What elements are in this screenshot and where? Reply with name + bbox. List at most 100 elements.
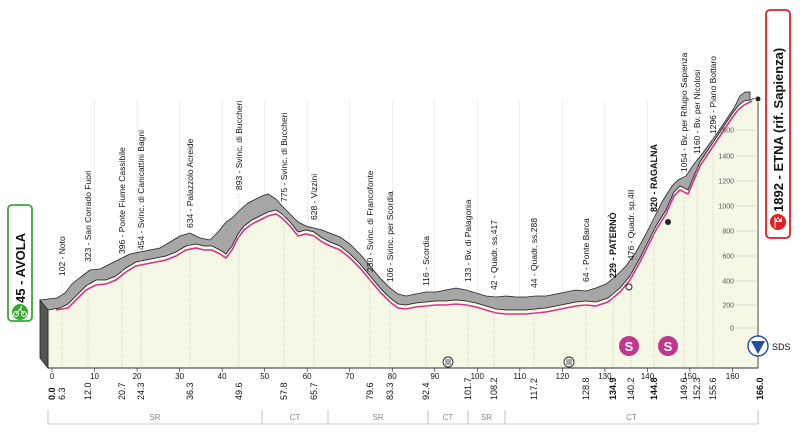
waypoint: 628 - Vizzini 65.7 bbox=[309, 174, 319, 400]
altitude-tick-label: 200 bbox=[722, 303, 734, 310]
km-tick-label: 40 bbox=[218, 372, 227, 381]
altitude-tick-label: 1600 bbox=[718, 128, 734, 135]
waypoint-km: 149.6 bbox=[679, 377, 689, 400]
waypoint-label: 454 - Svinc. di Canicattini Bagni bbox=[136, 130, 146, 250]
altitude-tick-label: 800 bbox=[722, 229, 734, 236]
bottom-km-axis: 0.0 166.0 bbox=[47, 377, 765, 400]
province-label: SR bbox=[481, 413, 492, 422]
waypoint-label: 628 - Vizzini bbox=[309, 174, 319, 220]
finish-flag-icon bbox=[770, 214, 786, 230]
waypoint: 323 - San Corrado Fuori 12.0 bbox=[83, 170, 93, 400]
waypoint-km: 79.6 bbox=[365, 382, 375, 400]
finish-marker bbox=[754, 95, 762, 103]
waypoint-label: 106 - Svinc. per Scordia bbox=[385, 191, 395, 282]
waypoint: 1054 - Bv. per Rifugio Sapienza 149.6 bbox=[679, 52, 689, 400]
km-tick-label: 60 bbox=[303, 372, 312, 381]
km-tick-label: 120 bbox=[556, 372, 570, 381]
altitude-tick-label: 1000 bbox=[718, 204, 734, 211]
waypoint: 133 - Bv. di Palagonia 101.7 bbox=[463, 199, 473, 400]
waypoint-label: 64 - Ponte Barca bbox=[581, 218, 591, 282]
waypoint-label: 133 - Bv. di Palagonia bbox=[463, 199, 473, 282]
waypoint-label: 396 - Ponte Fiume Cassibile bbox=[117, 147, 127, 254]
waypoint-label: 820 - RAGALNA bbox=[649, 143, 659, 212]
waypoint: 64 - Ponte Barca 128.8 bbox=[581, 218, 591, 400]
km-tick-label: 10 bbox=[90, 372, 99, 381]
altitude-tick-label: 0 bbox=[730, 326, 734, 333]
waypoint: 820 - RAGALNA 144.8 bbox=[649, 143, 659, 400]
province-label: SR bbox=[372, 413, 383, 422]
cyclist-icon bbox=[12, 304, 28, 320]
km-tick-label: 130 bbox=[598, 372, 612, 381]
waypoint-label: 323 - San Corrado Fuori bbox=[83, 170, 93, 262]
profile-face bbox=[47, 96, 759, 369]
profile-left-side bbox=[39, 298, 49, 370]
waypoint-km: 108.2 bbox=[489, 377, 499, 400]
waypoint-km: 92.4 bbox=[421, 382, 431, 400]
start-name: 45 - AVOLA bbox=[13, 232, 28, 303]
water-zone-icon bbox=[563, 356, 575, 368]
sprint-letter-1: S bbox=[625, 339, 634, 354]
waypoint: 1296 - Piano Bottaro 155.6 bbox=[708, 56, 718, 400]
km-tick-label: 110 bbox=[513, 372, 526, 381]
waypoint-km: 12.0 bbox=[83, 382, 93, 400]
waypoint-km: 117.2 bbox=[529, 378, 539, 400]
waypoint-km: 20.7 bbox=[117, 382, 127, 400]
feed-zone-icon bbox=[442, 356, 454, 368]
waypoint-label: 229 - PATERNÒ bbox=[607, 212, 618, 278]
altitude-scale: 1600 1400 1200 1000 800 600 400 200 0 bbox=[718, 128, 756, 333]
km-tick-label: 80 bbox=[388, 372, 397, 381]
province-label: SR bbox=[149, 413, 160, 422]
waypoint-label: 44 - Quadr. ss.288 bbox=[529, 218, 539, 288]
waypoint-km: 101.7 bbox=[463, 377, 473, 400]
start-label: 45 - AVOLA bbox=[7, 204, 33, 322]
waypoint-label: 1160 - Bv. per Nicolosi bbox=[692, 70, 702, 154]
waypoint-km: 6.3 bbox=[57, 387, 67, 400]
waypoint-label: 476 - Quadr. sp.4II bbox=[626, 190, 636, 260]
waypoint: 634 - Palazzolo Acreide 36.3 bbox=[185, 138, 195, 400]
km-tick-label: 100 bbox=[471, 372, 485, 381]
km-tick-label: 30 bbox=[175, 372, 184, 381]
altitude-tick-label: 1200 bbox=[718, 179, 734, 186]
waypoint-km: 152.3 bbox=[692, 377, 702, 400]
finish-name: 1892 - ETNA (rif. Sapienza) bbox=[771, 48, 786, 212]
waypoint-km: 49.6 bbox=[234, 382, 244, 400]
top-km-axis: 0 10 20 30 40 50 60 70 80 90 100 110 120 130 140 150 160 bbox=[50, 368, 740, 381]
finish-label: 1892 - ETNA (rif. Sapienza) bbox=[765, 9, 791, 239]
waypoint: 229 - PATERNÒ 134.9 bbox=[607, 212, 618, 400]
waypoint-label: 775 - Svinc. di Buccheri bbox=[279, 113, 289, 202]
waypoint: 42 - Quadr. ss.417 108.2 bbox=[489, 220, 499, 400]
waypoint: 230 - Svinc. di Francofonte 79.6 bbox=[365, 170, 375, 400]
km-tick-label: 90 bbox=[430, 372, 439, 381]
waypoint: 775 - Svinc. di Buccheri 57.8 bbox=[279, 113, 289, 400]
waypoint-km: 57.8 bbox=[279, 382, 289, 400]
km-tick-label: 70 bbox=[345, 372, 354, 381]
province-strip: SR CT SR CT SR CT bbox=[47, 410, 759, 425]
province-label: CT bbox=[443, 413, 454, 422]
sprint-badge-1: S bbox=[619, 336, 639, 356]
km-tick-label: 160 bbox=[726, 372, 740, 381]
sprint-badge-2: S bbox=[658, 336, 678, 356]
waypoint-labels: 102 - Noto 6.3 323 - San Corrado Fuori 12.0… bbox=[57, 52, 718, 400]
km-tick-label: 140 bbox=[641, 372, 655, 381]
waypoint: 396 - Ponte Fiume Cassibile 20.7 bbox=[117, 147, 127, 400]
waypoint-km: 65.7 bbox=[309, 382, 319, 400]
waypoint-label: 893 - Svinc. di Buccheri bbox=[234, 101, 244, 190]
waypoint-km: 83.3 bbox=[385, 382, 395, 400]
waypoint: 106 - Svinc. per Scordia 83.3 bbox=[385, 191, 395, 400]
km-tick-label: 0 bbox=[50, 372, 55, 381]
km-tick-label: 20 bbox=[133, 372, 142, 381]
waypoint-km: 128.8 bbox=[581, 377, 591, 400]
waypoint-km: 24.3 bbox=[136, 382, 146, 400]
waypoint-label: 230 - Svinc. di Francofonte bbox=[365, 170, 375, 272]
waypoint-km: 144.8 bbox=[649, 377, 659, 400]
waypoint: 116 - Scordia 92.4 bbox=[421, 236, 431, 400]
km-tick-label: 50 bbox=[260, 372, 269, 381]
waypoint-label: 634 - Palazzolo Acreide bbox=[185, 138, 195, 228]
waypoint-km: 155.6 bbox=[708, 377, 718, 400]
waypoint-label: 116 - Scordia bbox=[421, 236, 431, 286]
altitude-tick-label: 1400 bbox=[718, 154, 734, 161]
waypoint-label: 1296 - Piano Bottaro bbox=[708, 56, 718, 134]
sds-marker: SDS bbox=[747, 335, 791, 357]
km-tick-label: 150 bbox=[683, 372, 697, 381]
